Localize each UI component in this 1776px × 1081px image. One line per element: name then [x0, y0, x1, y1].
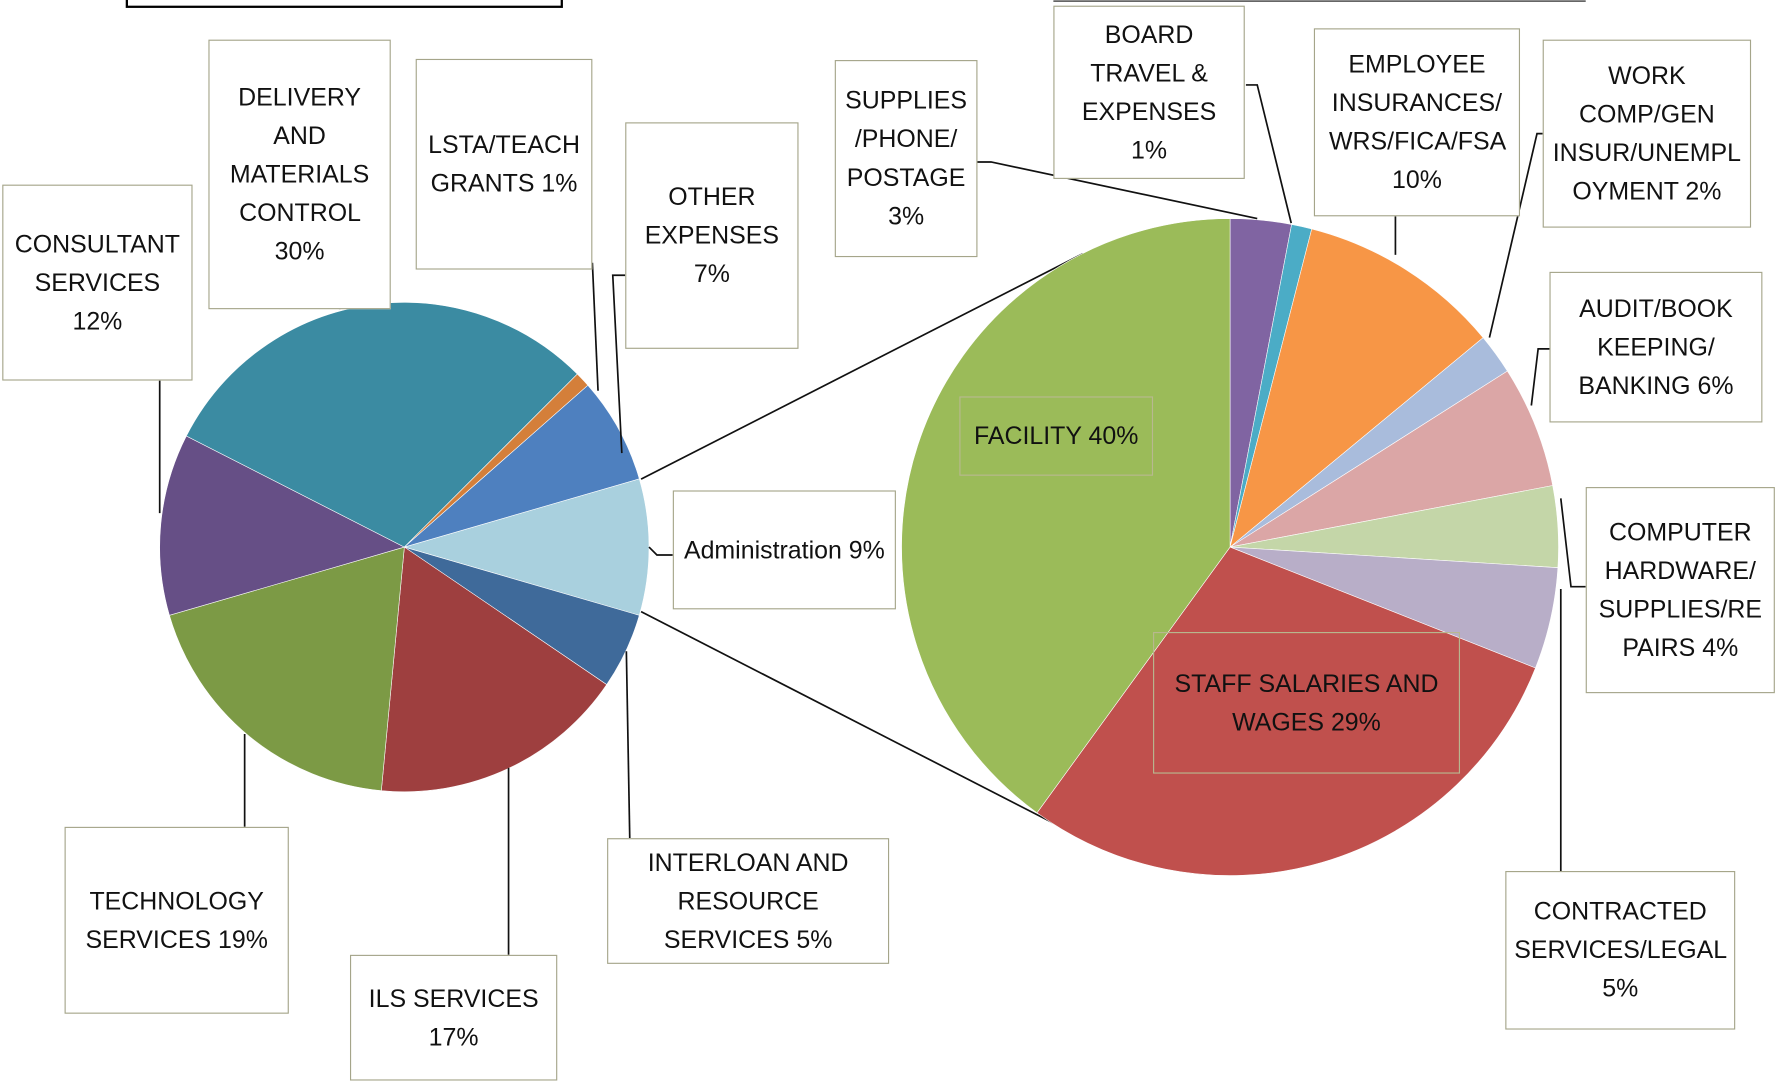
- category-name: TECHNOLOGY SERVICES: [85, 886, 264, 954]
- pie-slice: [159, 435, 406, 616]
- data-label: Administration 9%: [672, 490, 896, 610]
- value-label: 5%: [796, 924, 833, 954]
- value-label: 9%: [848, 535, 885, 564]
- leader-line: [1530, 348, 1550, 406]
- category-name: CONSULTANT SERVICES: [14, 229, 181, 297]
- label-text: BOARD TRAVEL & EXPENSES 1%: [1061, 15, 1237, 169]
- data-label: LSTA/TEACH GRANTS 1%: [415, 58, 593, 270]
- label-text: WORK COMP/GEN INSUR/UNEMPLOYMENT 2%: [1551, 57, 1744, 211]
- data-label: WORK COMP/GEN INSUR/UNEMPLOYMENT 2%: [1542, 39, 1752, 228]
- label-text: STAFF SALARIES AND WAGES 29%: [1161, 664, 1452, 741]
- leader-line: [1488, 132, 1543, 338]
- category-name: Administration: [683, 535, 842, 564]
- label-text: CONSULTANT SERVICES 12%: [10, 225, 184, 341]
- label-text: COMPUTER HARDWARE/ SUPPLIES/REPAIRS 4%: [1594, 513, 1767, 667]
- label-text: TECHNOLOGY SERVICES 19%: [72, 882, 280, 959]
- label-text: Administration 9%: [684, 531, 885, 570]
- value-label: 19%: [217, 924, 268, 954]
- connector-line: [640, 252, 1084, 480]
- value-label: 7%: [693, 259, 730, 288]
- value-label: 29%: [1330, 707, 1381, 736]
- value-label: 30%: [274, 236, 325, 266]
- category-name: DELIVERY AND MATERIALS CONTROL: [229, 82, 370, 227]
- label-text: ILS SERVICES 17%: [358, 979, 549, 1056]
- pie-slice: [1229, 228, 1484, 548]
- value-label: 17%: [428, 1022, 479, 1051]
- data-label: ILS SERVICES 17%: [349, 954, 558, 1081]
- category-name: LSTA/TEACH GRANTS: [428, 130, 580, 198]
- category-name: WORK COMP/GEN INSUR/UNEMPLOYMENT: [1552, 61, 1742, 206]
- category-name: BOARD TRAVEL & EXPENSES: [1081, 19, 1217, 126]
- category-name: CONTRACTED SERVICES/LEGAL: [1514, 897, 1727, 964]
- value-label: 6%: [1697, 370, 1734, 400]
- title-box: [125, 0, 563, 8]
- category-name: COMPUTER HARDWARE/ SUPPLIES/REPAIRS: [1598, 517, 1762, 662]
- pie-slice: [1229, 370, 1554, 548]
- data-label: COMPUTER HARDWARE/ SUPPLIES/REPAIRS 4%: [1585, 487, 1775, 694]
- pie-slice: [901, 218, 1231, 814]
- value-label: 1%: [541, 168, 578, 198]
- value-label: 40%: [1088, 421, 1139, 450]
- value-label: 3%: [888, 201, 925, 230]
- data-label: EMPLOYEE INSURANCES/ WRS/FICA/FSA 10%: [1313, 28, 1521, 217]
- category-name: AUDIT/BOOK KEEPING/ BANKING: [1578, 293, 1733, 400]
- label-text: EMPLOYEE INSURANCES/ WRS/FICA/FSA 10%: [1322, 45, 1512, 199]
- leader-line: [977, 161, 1258, 220]
- leader-line: [591, 262, 599, 391]
- value-label: 4%: [1702, 633, 1739, 662]
- data-label: AUDIT/BOOK KEEPING/ BANKING 6%: [1549, 271, 1763, 423]
- label-text: AUDIT/BOOK KEEPING/ BANKING 6%: [1557, 289, 1754, 405]
- label-text: FACILITY 40%: [974, 417, 1138, 456]
- leader-line: [1245, 84, 1293, 224]
- pie-slice: [169, 546, 405, 791]
- pie-slice: [404, 384, 640, 548]
- data-label: DELIVERY AND MATERIALS CONTROL 30%: [208, 39, 391, 310]
- value-label: 5%: [1602, 974, 1639, 1003]
- data-label: BOARD TRAVEL & EXPENSES 1%: [1053, 5, 1245, 179]
- value-label: 1%: [1131, 135, 1168, 164]
- data-label: STAFF SALARIES AND WAGES 29%: [1153, 632, 1460, 774]
- category-name: EMPLOYEE INSURANCES/ WRS/FICA/FSA: [1329, 49, 1505, 156]
- label-text: DELIVERY AND MATERIALS CONTROL 30%: [216, 78, 382, 271]
- label-text: INTERLOAN AND RESOURCE SERVICES 5%: [615, 843, 881, 959]
- label-text: SUPPLIES /PHONE/ POSTAGE 3%: [843, 82, 970, 236]
- value-label: 10%: [1391, 165, 1442, 194]
- connector-line: [640, 610, 1084, 839]
- leader-line: [611, 274, 626, 454]
- category-name: INTERLOAN AND RESOURCE SERVICES: [647, 847, 849, 954]
- label-text: CONTRACTED SERVICES/LEGAL 5%: [1513, 893, 1727, 1009]
- data-label: INTERLOAN AND RESOURCE SERVICES 5%: [607, 838, 890, 964]
- data-label: CONTRACTED SERVICES/LEGAL 5%: [1505, 871, 1736, 1030]
- category-name: SUPPLIES /PHONE/ POSTAGE: [845, 86, 968, 192]
- label-text: LSTA/TEACH GRANTS 1%: [424, 126, 585, 203]
- pie-slice: [1036, 546, 1536, 876]
- data-label: FACILITY 40%: [959, 396, 1154, 476]
- data-label: TECHNOLOGY SERVICES 19%: [64, 826, 289, 1014]
- label-text: OTHER EXPENSES 7%: [633, 178, 790, 294]
- category-name: ILS SERVICES: [368, 983, 539, 1013]
- value-label: 2%: [1685, 176, 1722, 206]
- category-name: OTHER EXPENSES: [644, 182, 780, 250]
- pie-slice: [403, 478, 650, 616]
- data-label: CONSULTANT SERVICES 12%: [2, 184, 193, 381]
- leader-line: [1559, 498, 1586, 588]
- data-label: OTHER EXPENSES 7%: [625, 122, 799, 349]
- leader-line: [648, 546, 673, 556]
- value-label: 12%: [72, 306, 123, 335]
- data-label: SUPPLIES /PHONE/ POSTAGE 3%: [834, 60, 978, 258]
- category-name: STAFF SALARIES AND WAGES: [1174, 668, 1439, 736]
- leader-line: [625, 651, 631, 839]
- category-name: FACILITY: [973, 421, 1082, 450]
